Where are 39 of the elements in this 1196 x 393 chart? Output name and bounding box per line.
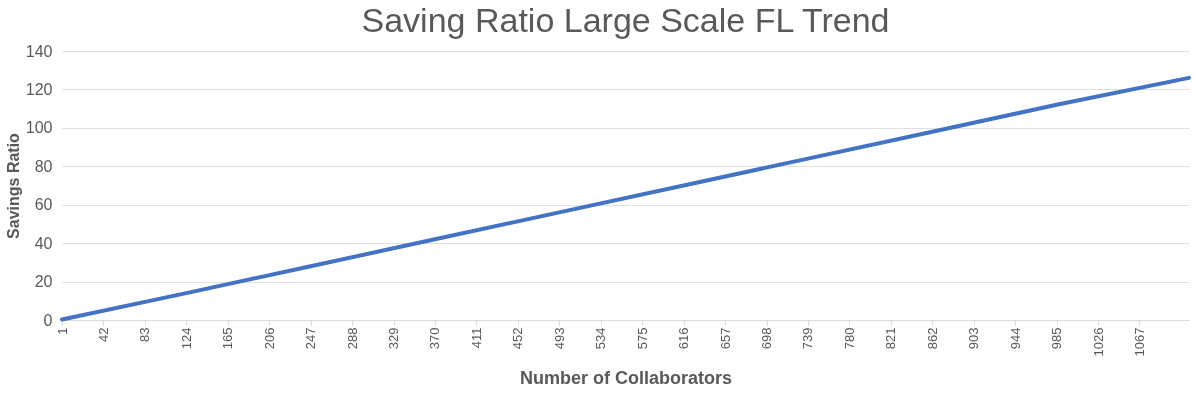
x-tick-label: 944 [1007,327,1023,350]
y-axis-title: Savings Ratio [4,132,22,239]
y-tick-label: 60 [34,196,53,214]
y-tick-label: 40 [34,234,53,252]
x-tick-label: 83 [137,327,153,342]
y-tick-label: 120 [25,80,53,98]
x-tick-label: 985 [1049,327,1065,350]
line-series [60,75,1191,322]
x-tick-label: 288 [344,327,360,350]
y-tick-label: 100 [25,119,53,137]
x-tick-label: 903 [966,327,982,350]
x-tick-label: 206 [261,327,277,350]
x-tick-label: 165 [220,327,236,350]
y-tick-label: 80 [34,157,53,175]
x-tick-label: 493 [551,327,567,350]
x-tick-label: 1 [54,327,70,335]
x-tick-label: 616 [676,327,692,350]
x-tick-label: 1067 [1131,327,1147,357]
x-tick-label: 42 [95,327,111,342]
chart-title: Saving Ratio Large Scale FL Trend [361,1,890,39]
y-tick-label: 140 [25,42,53,60]
x-tick-label: 780 [841,327,857,350]
x-tick-label: 575 [634,327,650,350]
x-tick-label: 370 [427,327,443,350]
x-tick-label: 329 [386,327,402,350]
x-tick-label: 698 [759,327,774,350]
y-tick-label: 0 [43,311,53,329]
x-axis-title: Number of Collaborators [519,368,733,389]
x-tick-label: 534 [593,327,609,350]
x-tick-label: 411 [468,327,484,349]
x-tick-label: 657 [717,327,733,350]
x-tick-label: 452 [510,327,526,350]
x-tick-label: 247 [303,327,319,350]
x-tick-label: 1026 [1090,327,1106,357]
x-tick-label: 739 [800,327,816,350]
x-tick-label: 862 [924,327,940,350]
y-tick-label: 20 [34,273,53,291]
x-tick-label: 821 [883,327,899,350]
x-tick-label: 124 [178,327,194,350]
